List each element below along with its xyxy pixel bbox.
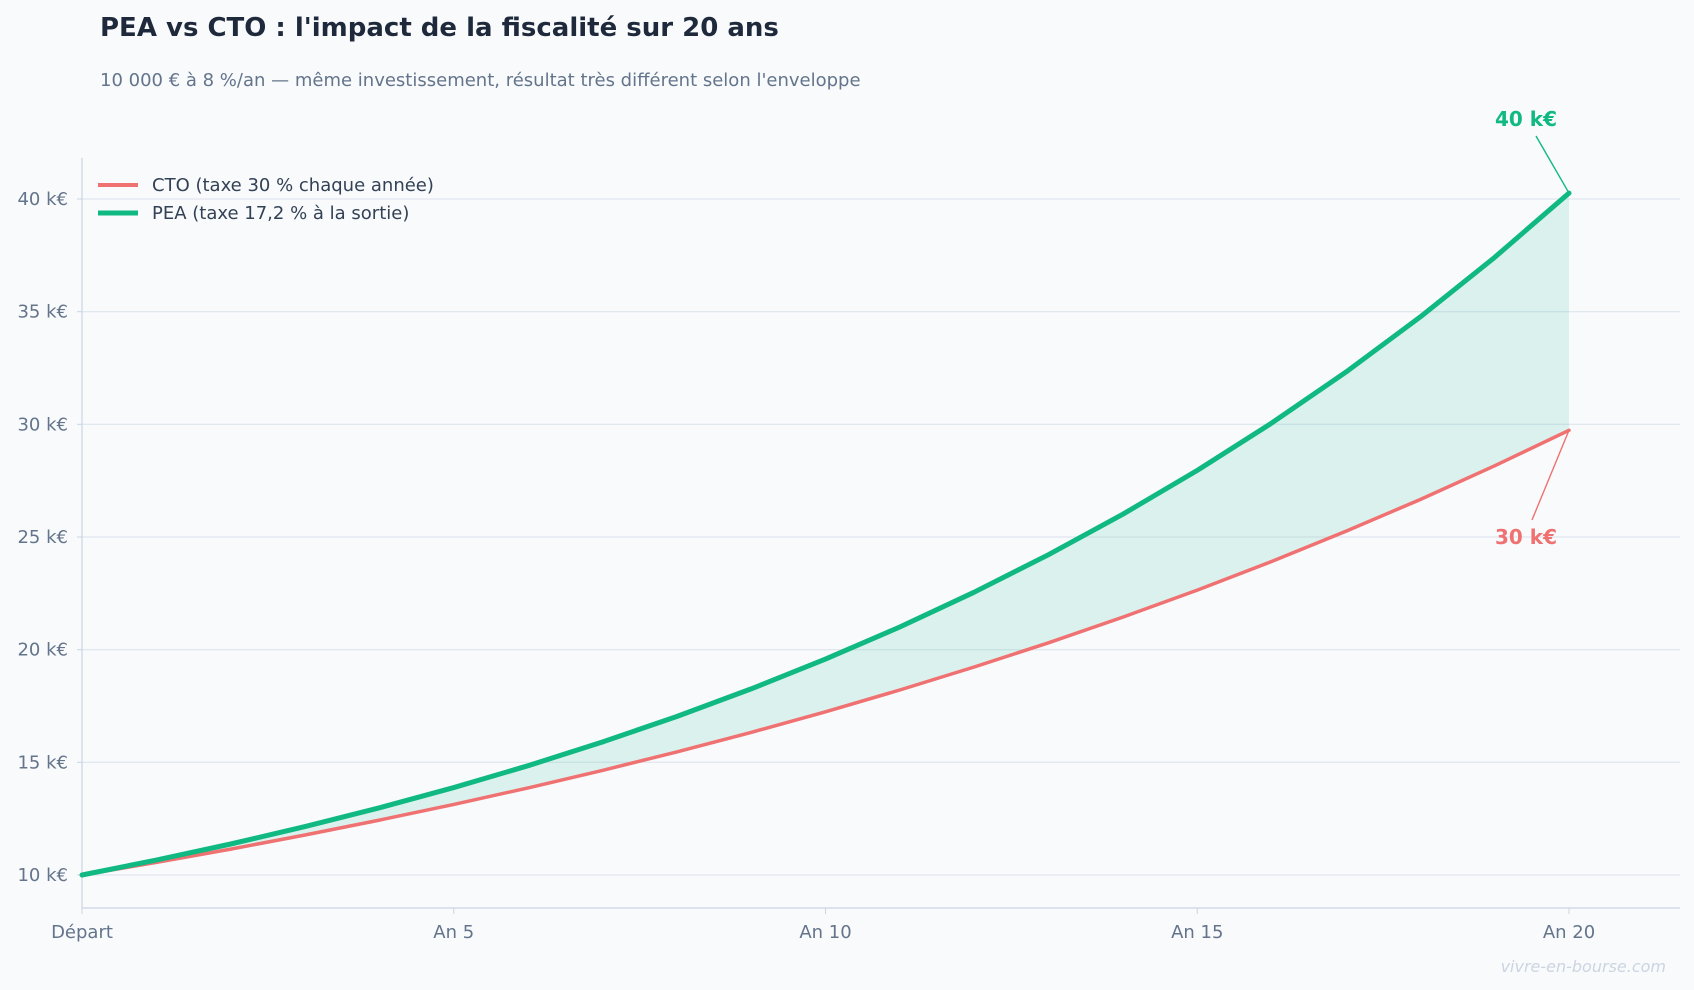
pea-end-label: 40 k€ <box>1495 107 1557 131</box>
legend-label-cto: CTO (taxe 30 % chaque année) <box>152 175 434 196</box>
x-tick-label: An 15 <box>1171 922 1223 943</box>
legend: CTO (taxe 30 % chaque année) PEA (taxe 17… <box>98 175 434 224</box>
x-tick-label: Départ <box>51 922 113 943</box>
y-tick-label: 30 k€ <box>17 414 68 435</box>
end-labels: 40 k€ 30 k€ <box>1495 107 1570 549</box>
y-tick-label: 10 k€ <box>17 865 68 886</box>
gap-fill-area <box>82 193 1569 876</box>
chart-subtitle: 10 000 € à 8 %/an — même investissement,… <box>100 70 861 91</box>
x-tick-label: An 20 <box>1543 922 1595 943</box>
gridlines <box>82 198 1680 876</box>
series-line-cto <box>80 428 1571 877</box>
y-tick-label: 35 k€ <box>17 302 68 323</box>
series-line-pea <box>79 190 1572 878</box>
series-lines <box>79 190 1572 878</box>
y-tick-label: 20 k€ <box>17 640 68 661</box>
x-tick-label: An 5 <box>433 922 474 943</box>
gap-area <box>82 193 1569 876</box>
cto-leader-line <box>1531 430 1570 521</box>
y-tick-label: 40 k€ <box>17 189 68 210</box>
chart-title: PEA vs CTO : l'impact de la fiscalité su… <box>100 13 779 43</box>
pea-leader-line <box>1535 135 1570 194</box>
y-axis-ticks: 10 k€ 15 k€ 20 k€ 25 k€ 30 k€ 35 k€ 40 k€ <box>17 189 82 886</box>
x-tick-label: An 10 <box>799 922 851 943</box>
y-tick-label: 15 k€ <box>17 752 68 773</box>
y-tick-label: 25 k€ <box>17 527 68 548</box>
cto-end-label: 30 k€ <box>1495 525 1557 549</box>
x-axis-ticks: Départ An 5 An 10 An 15 An 20 <box>51 908 1595 943</box>
axes <box>81 158 1680 909</box>
watermark: vivre-en-bourse.com <box>1501 957 1666 976</box>
legend-label-pea: PEA (taxe 17,2 % à la sortie) <box>152 203 409 224</box>
